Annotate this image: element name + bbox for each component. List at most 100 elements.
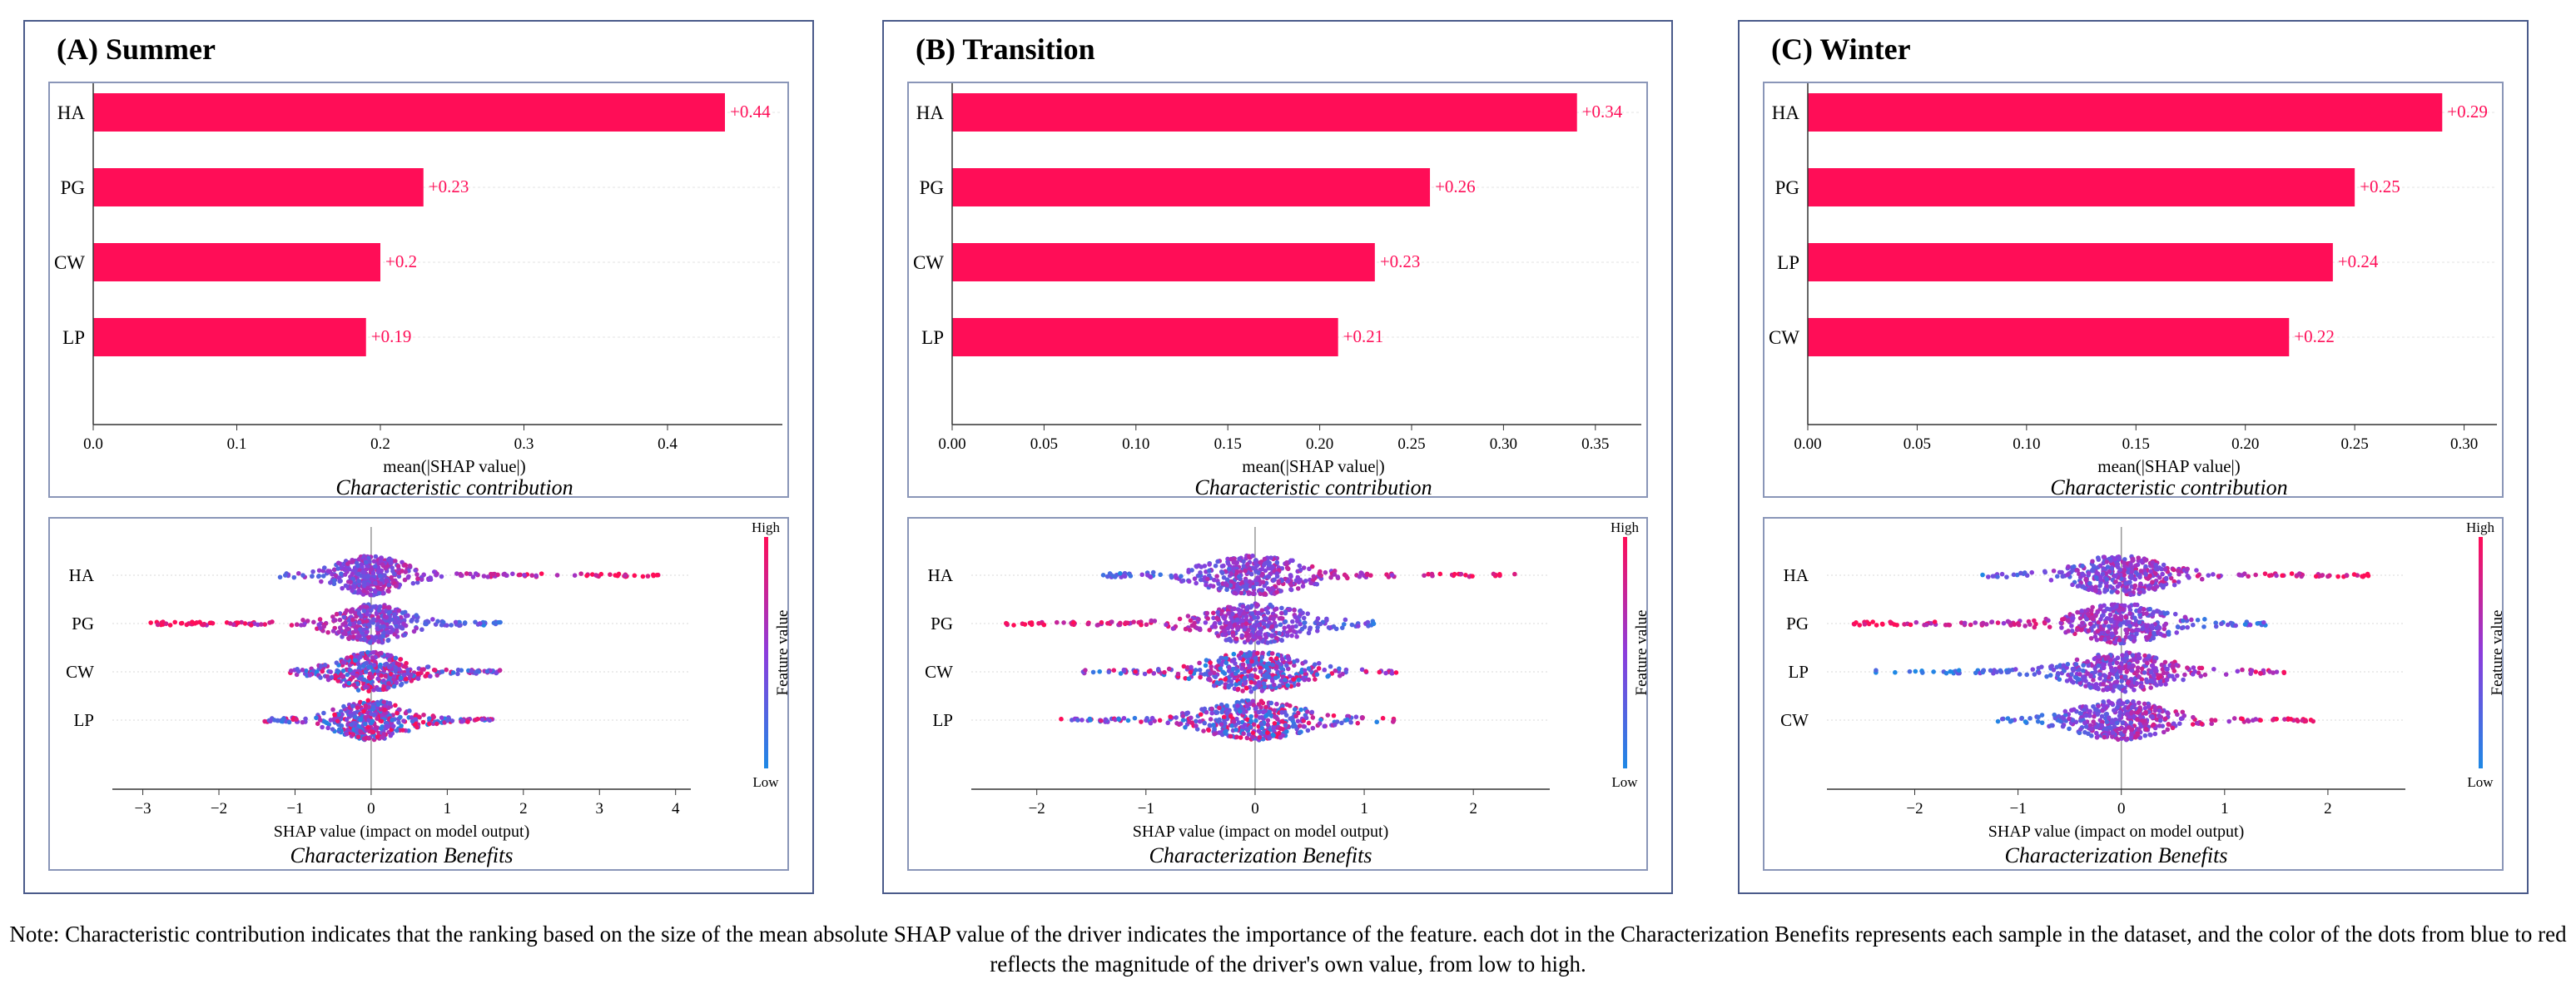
sample-dot <box>1236 720 1242 725</box>
sample-dot <box>330 727 335 732</box>
sample-dot <box>1263 632 1268 638</box>
sample-dot <box>310 574 315 579</box>
sample-dot <box>419 627 424 633</box>
sample-dot <box>1222 671 1228 676</box>
sample-dot <box>398 657 403 662</box>
sample-dot <box>2091 719 2096 724</box>
sample-dot <box>402 632 408 638</box>
sample-dot <box>1185 665 1190 670</box>
value-label: +0.2 <box>385 251 417 271</box>
sample-dot <box>339 723 345 728</box>
sample-dot <box>2139 666 2145 671</box>
sample-dot <box>2074 567 2079 573</box>
sample-dot <box>1426 571 1431 577</box>
sample-dot <box>2106 635 2112 641</box>
sample-dot <box>2117 623 2123 628</box>
sample-dot <box>2130 556 2135 562</box>
sample-dot <box>1245 562 1250 567</box>
swarm-row-cw <box>288 649 503 693</box>
sample-dot <box>1285 683 1291 688</box>
sample-dot <box>1244 727 1249 732</box>
sample-dot <box>1313 677 1318 682</box>
sample-dot <box>2069 624 2074 629</box>
sample-dot <box>1075 718 1080 723</box>
sample-dot <box>172 619 178 625</box>
category-label: CW <box>54 252 85 273</box>
sample-dot <box>2171 582 2177 588</box>
sample-dot <box>2112 627 2118 632</box>
sample-dot <box>2201 624 2206 629</box>
category-label: LP <box>62 327 85 348</box>
sample-dot <box>242 621 248 626</box>
sample-dot <box>2143 571 2148 577</box>
sample-dot <box>375 702 381 708</box>
sample-dot <box>1253 560 1258 566</box>
sample-dot <box>318 625 323 631</box>
sample-dot <box>1291 629 1297 634</box>
sample-dot <box>340 668 346 673</box>
chart-caption: Characteristic contribution <box>1194 475 1432 500</box>
sample-dot <box>1142 671 1148 677</box>
sample-dot <box>1259 573 1264 578</box>
sample-dot <box>2011 572 2017 578</box>
sample-dot <box>1059 716 1064 722</box>
sample-dot <box>1349 622 1355 628</box>
sample-dot <box>337 617 343 623</box>
sample-dot <box>2124 669 2130 674</box>
sample-dot <box>1429 571 1435 577</box>
sample-dot <box>416 714 422 720</box>
sample-dot <box>2249 668 2255 673</box>
sample-dot <box>355 705 360 710</box>
sample-dot <box>410 580 416 586</box>
sample-dot <box>1261 621 1267 626</box>
sample-dot <box>2014 572 2020 578</box>
sample-dot <box>1197 667 1203 673</box>
sample-dot <box>2211 572 2216 577</box>
sample-dot <box>1259 725 1265 731</box>
sample-dot <box>337 625 343 630</box>
sample-dot <box>377 574 383 579</box>
sample-dot <box>1289 633 1294 639</box>
sample-dot <box>1213 624 1218 629</box>
sample-dot <box>1989 619 1995 624</box>
sample-dot <box>1247 579 1253 584</box>
sample-dot <box>2122 688 2128 694</box>
x-tick-label: 1 <box>444 800 452 818</box>
x-tick-label: 0.00 <box>938 435 965 453</box>
sample-dot <box>1250 698 1256 703</box>
sample-dot <box>1189 715 1194 721</box>
sample-dot <box>370 674 375 680</box>
sample-dot <box>2116 737 2121 743</box>
sample-dot <box>1359 715 1365 721</box>
sample-dot <box>385 629 390 635</box>
sample-dot <box>1263 664 1268 669</box>
sample-dot <box>1187 628 1193 633</box>
sample-dot <box>2132 583 2138 589</box>
sample-dot <box>1268 555 1273 560</box>
sample-dot <box>2242 622 2248 627</box>
panel-transition: (B) Transition HA +0.34 PG +0.26 CW +0.23 LP +0… <box>882 20 1673 894</box>
sample-dot <box>420 719 426 725</box>
sample-dot <box>2144 624 2149 629</box>
sample-dot <box>227 621 233 626</box>
sample-dot <box>2054 574 2060 579</box>
sample-dot <box>1054 619 1060 625</box>
sample-dot <box>1116 717 1122 723</box>
sample-dot <box>2125 699 2131 704</box>
x-tick-label: 0 <box>367 800 375 818</box>
sample-dot <box>2112 556 2118 562</box>
sample-dot <box>1237 556 1242 562</box>
sample-dot <box>2036 670 2042 675</box>
x-tick-label: 2 <box>1469 800 1477 818</box>
sample-dot <box>2181 677 2186 683</box>
value-label: +0.21 <box>1343 326 1384 346</box>
sample-dot <box>239 619 244 625</box>
sample-dot <box>1240 724 1246 730</box>
value-label: +0.24 <box>2338 251 2379 271</box>
sample-dot <box>413 568 418 573</box>
sample-dot <box>2084 616 2089 622</box>
sample-dot <box>1253 718 1258 723</box>
sample-dot <box>2281 669 2286 675</box>
sample-dot <box>490 571 496 577</box>
sample-dot <box>2087 621 2093 627</box>
